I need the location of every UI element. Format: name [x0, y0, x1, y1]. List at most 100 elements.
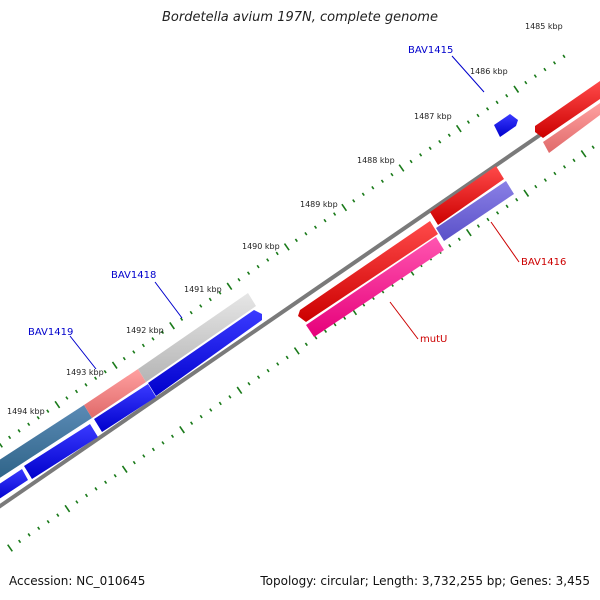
minor-tick	[352, 199, 356, 203]
gene-bav1419-overlap[interactable]	[84, 369, 146, 418]
gene-bav1415[interactable]	[494, 114, 518, 137]
minor-tick	[534, 184, 538, 189]
minor-tick	[36, 415, 40, 420]
minor-tick	[276, 362, 280, 366]
gene-blue-arrow-4[interactable]	[148, 310, 262, 396]
major-tick	[54, 400, 61, 409]
minor-tick	[314, 335, 318, 340]
minor-tick	[428, 146, 432, 151]
minor-tick	[323, 218, 327, 223]
major-tick	[465, 228, 472, 237]
minor-tick	[572, 158, 576, 163]
minor-tick	[591, 145, 595, 149]
minor-tick	[495, 100, 499, 105]
minor-tick	[486, 217, 490, 222]
gene-red-short[interactable]	[430, 166, 504, 225]
minor-tick	[476, 224, 480, 228]
minor-tick	[246, 271, 251, 275]
minor-tick	[94, 487, 98, 491]
kbp-label: 1490 kbp	[242, 242, 280, 251]
minor-tick	[562, 54, 566, 59]
gene-label-bav1419[interactable]: BAV1419	[28, 327, 73, 338]
kbp-label: 1494 kbp	[7, 407, 45, 416]
gene-label-bav1416[interactable]: BAV1416	[521, 257, 566, 268]
gene-bav1419[interactable]	[0, 405, 92, 479]
major-tick	[7, 544, 13, 552]
minor-tick	[104, 480, 108, 485]
minor-tick	[447, 133, 451, 137]
minor-tick	[294, 238, 298, 243]
minor-tick	[466, 120, 470, 124]
gene-pink-top-right[interactable]	[543, 103, 600, 153]
minor-tick	[448, 243, 452, 248]
gene-bav1416[interactable]	[436, 181, 514, 241]
gene-mutu[interactable]	[306, 237, 444, 337]
reverse-strand-genes	[0, 310, 262, 501]
minor-tick	[218, 401, 222, 406]
minor-tick	[543, 178, 547, 182]
minor-tick	[419, 153, 423, 157]
kbp-labels: 1485 kbp 1486 kbp 1487 kbp 1488 kbp 1489…	[7, 22, 563, 416]
minor-tick	[533, 74, 537, 78]
minor-tick	[323, 329, 328, 333]
major-tick	[121, 465, 128, 473]
minor-tick	[84, 493, 89, 498]
minor-tick	[113, 473, 117, 478]
minor-tick	[266, 368, 270, 373]
major-tick	[64, 504, 71, 513]
minor-tick	[333, 322, 337, 327]
kbp-label: 1491 kbp	[184, 285, 222, 294]
minor-tick	[170, 434, 175, 439]
gene-label-mutu[interactable]: mutU	[420, 334, 447, 345]
major-tick	[523, 189, 530, 197]
gene-label-bav1415[interactable]: BAV1415	[408, 45, 453, 56]
gene-red-top-right[interactable]	[535, 81, 600, 138]
gene-label-bav1418[interactable]: BAV1418	[111, 270, 156, 281]
minor-tick	[180, 317, 184, 321]
minor-tick	[438, 139, 442, 144]
minor-tick	[228, 395, 232, 399]
minor-tick	[524, 80, 528, 85]
minor-tick	[75, 500, 79, 504]
minor-tick	[74, 389, 79, 394]
minor-tick	[304, 231, 308, 236]
minor-tick	[247, 381, 251, 386]
minor-tick	[304, 342, 308, 347]
minor-tick	[160, 330, 165, 335]
minor-tick	[208, 297, 212, 302]
kbp-label: 1489 kbp	[300, 200, 338, 209]
gene-bav1418[interactable]	[138, 293, 256, 382]
minor-tick	[390, 172, 394, 177]
minor-tick	[94, 376, 98, 381]
major-tick	[580, 150, 587, 158]
minor-tick	[333, 212, 337, 216]
major-tick	[283, 243, 290, 251]
gene-blue-arrow-1[interactable]	[0, 469, 28, 501]
major-tick	[293, 347, 300, 355]
minor-tick	[543, 67, 547, 72]
genome-stats-text: Topology: circular; Length: 3,732,255 bp…	[260, 574, 590, 588]
minor-tick	[275, 251, 279, 256]
minor-tick	[27, 422, 31, 427]
gene-red-long[interactable]	[298, 221, 438, 322]
minor-tick	[457, 237, 461, 241]
major-tick	[455, 124, 462, 133]
gene-blue-arrow-3[interactable]	[94, 384, 156, 432]
minor-tick	[199, 304, 203, 308]
genome-title: Bordetella avium 197N, complete genome	[162, 10, 438, 25]
minor-tick	[256, 264, 260, 269]
minor-tick	[485, 107, 490, 111]
minor-tick	[285, 355, 289, 360]
major-tick	[111, 361, 118, 369]
minor-tick	[18, 539, 22, 544]
minor-tick	[142, 454, 146, 458]
minor-tick	[495, 211, 500, 215]
gene-blue-arrow-2[interactable]	[24, 424, 98, 479]
minor-tick	[505, 93, 509, 98]
kbp-label: 1486 kbp	[470, 67, 508, 76]
minor-tick	[209, 408, 213, 412]
accession-text: Accession: NC_010645	[9, 574, 146, 588]
minor-tick	[371, 185, 375, 190]
minor-tick	[218, 291, 222, 295]
